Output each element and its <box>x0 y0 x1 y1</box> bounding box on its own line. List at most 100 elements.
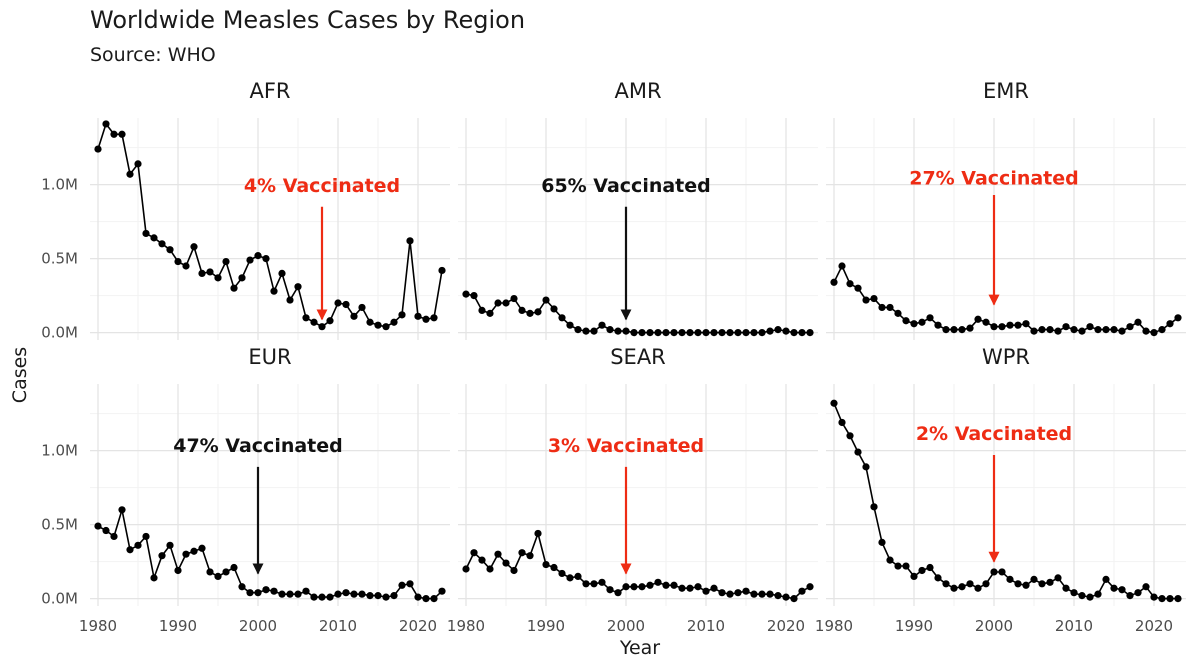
data-point <box>726 590 734 598</box>
data-point <box>1022 320 1030 328</box>
x-tick-label: 2010 <box>687 617 725 635</box>
chart-subtitle: Source: WHO <box>90 44 216 66</box>
data-point <box>438 587 446 595</box>
data-point <box>174 566 182 575</box>
data-point <box>406 580 414 588</box>
data-point <box>678 584 686 592</box>
data-point <box>750 590 758 598</box>
x-tick-label: 1980 <box>79 617 117 635</box>
data-point <box>414 593 422 601</box>
data-point <box>766 327 774 335</box>
data-point <box>590 327 598 335</box>
data-point <box>1086 323 1094 331</box>
data-point <box>790 595 798 603</box>
x-tick-label: 1990 <box>895 617 933 635</box>
data-point <box>478 556 486 564</box>
data-point <box>1062 323 1070 331</box>
data-point <box>1006 575 1014 583</box>
data-point <box>854 448 862 456</box>
data-point <box>374 321 382 329</box>
panel-title-eur: EUR <box>248 345 291 369</box>
data-point <box>270 287 278 295</box>
data-point <box>806 583 814 591</box>
data-point <box>1134 589 1142 597</box>
data-point <box>1078 327 1086 335</box>
data-point <box>830 278 838 286</box>
data-point <box>654 578 662 586</box>
data-point <box>1174 314 1182 322</box>
annotation-label: 47% Vaccinated <box>173 435 343 457</box>
data-point <box>246 256 254 264</box>
panel-emr: EMR 27% Vaccinated <box>826 79 1186 340</box>
data-point <box>414 312 422 320</box>
data-point <box>798 329 806 337</box>
data-point <box>1118 586 1126 594</box>
data-point <box>374 592 382 600</box>
data-point <box>718 329 726 337</box>
data-point <box>590 580 598 588</box>
chart-title: Worldwide Measles Cases by Region <box>90 6 526 34</box>
data-point <box>950 584 958 592</box>
data-point <box>238 274 246 282</box>
y-axis-title: Cases <box>9 347 31 403</box>
data-point <box>478 306 486 314</box>
data-point <box>702 587 710 595</box>
data-point <box>190 243 198 251</box>
data-point <box>310 593 318 601</box>
data-point <box>422 315 430 323</box>
data-point <box>982 580 990 588</box>
data-point <box>910 320 918 328</box>
data-point <box>430 595 438 603</box>
data-point <box>574 326 582 334</box>
data-point <box>182 550 190 558</box>
data-point <box>806 329 814 337</box>
data-point <box>638 329 646 337</box>
data-point <box>1078 592 1086 600</box>
data-point <box>1030 575 1038 583</box>
data-point <box>470 549 478 557</box>
data-point <box>1086 593 1094 601</box>
data-point <box>630 583 638 591</box>
data-point <box>158 552 166 560</box>
data-point <box>126 170 134 178</box>
data-point <box>894 309 902 317</box>
data-point <box>278 590 286 598</box>
panel-wpr: WPR 2% Vaccinated 1980 1990 2000 2010 2020 <box>815 345 1186 635</box>
data-point <box>366 592 374 600</box>
data-point <box>694 583 702 591</box>
data-point <box>318 323 326 331</box>
panel-eur: EUR 47% Vaccinated 0.0M 0.5M 1.0M 1980 1990 200… <box>41 345 450 635</box>
data-point <box>918 318 926 326</box>
data-point <box>686 584 694 592</box>
data-point <box>726 329 734 337</box>
panel-title-sear: SEAR <box>610 345 666 369</box>
data-point <box>934 574 942 582</box>
data-point <box>1150 329 1158 337</box>
series-line-emr <box>833 264 1179 334</box>
data-point <box>222 568 230 576</box>
data-point <box>550 563 558 572</box>
data-point <box>110 532 118 541</box>
data-point <box>926 314 934 322</box>
data-point <box>646 581 654 589</box>
data-point <box>462 290 470 298</box>
x-tick-label: 2020 <box>1135 617 1173 635</box>
data-point <box>358 303 366 312</box>
data-point <box>606 326 614 334</box>
data-point <box>398 581 406 589</box>
data-point <box>862 463 870 471</box>
x-tick-label: 2010 <box>1055 617 1093 635</box>
data-point <box>110 130 118 138</box>
data-point <box>942 326 950 334</box>
data-point <box>502 299 510 307</box>
y-tick-label: 0.0M <box>41 324 78 342</box>
data-point <box>350 312 358 320</box>
data-point <box>182 262 190 270</box>
data-point <box>1126 323 1134 331</box>
data-point <box>214 572 222 581</box>
data-point <box>830 399 838 407</box>
data-point <box>94 145 102 153</box>
data-point <box>302 314 310 322</box>
data-point <box>758 329 766 337</box>
x-tick-label: 2010 <box>319 617 357 635</box>
